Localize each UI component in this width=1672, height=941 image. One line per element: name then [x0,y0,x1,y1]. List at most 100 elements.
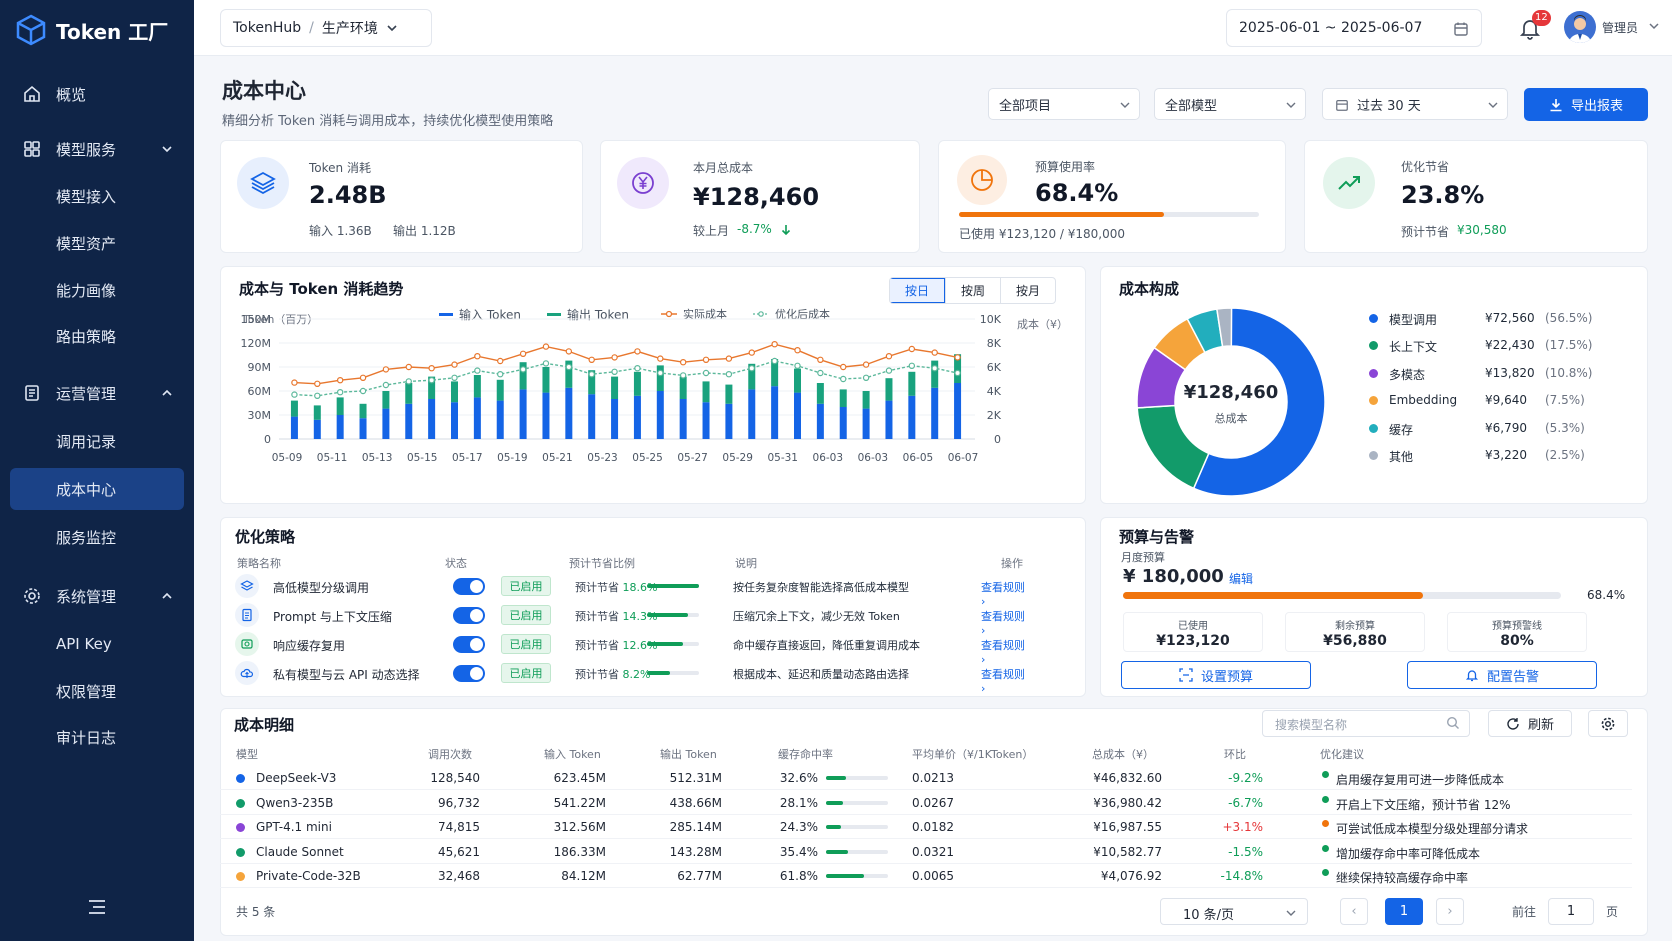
configure-alert-button[interactable]: 配置告警 [1407,661,1597,689]
strategy-toggle[interactable] [453,607,485,624]
date-range-picker[interactable]: 2025-06-01 ~ 2025-06-07 [1226,9,1482,47]
optimized-cost-point [359,387,367,395]
table-row[interactable]: DeepSeek-V3 128,540 623.45M 512.31M 32.6% 0.0… [220,766,1632,790]
sidebar-item-routing[interactable]: 路由策略 [10,315,184,357]
composition-legend-item: 其他 ¥3,220 (2.5%) [1369,446,1619,466]
cell-suggest: 启用缓存复用可进一步降低成本 [1336,773,1505,787]
breadcrumb[interactable]: TokenHub / 生产环境 [220,9,432,47]
table-settings-button[interactable] [1588,710,1628,737]
table-row[interactable]: Claude Sonnet 45,621 186.33M 143.28M 35.4% 0.… [220,840,1632,864]
sidebar-item-audit-log[interactable]: 审计日志 [10,716,184,758]
environment-selector[interactable]: 生产环境 [321,21,378,37]
sidebar-item-permissions[interactable]: 权限管理 [10,670,184,712]
view-rules-link[interactable]: 查看规则 › [981,639,1025,666]
brand[interactable]: Token 工厂 [16,12,168,48]
user-name[interactable]: 管理员 [1602,21,1639,35]
sidebar-item-label: 运营管理 [56,384,117,403]
cell-hit: 28.1% [779,795,818,810]
output-token-bar [290,400,298,417]
page-size-select[interactable]: 10 条/页 [1160,898,1308,925]
remaining-budget-box: 剩余预算 ¥56,880 [1285,612,1425,652]
view-rules-label: 查看规则 [981,668,1025,681]
sidebar-item-capability[interactable]: 能力画像 [10,269,184,311]
donut-slice[interactable] [1216,307,1233,348]
kpi-saving-card: 优化节省 23.8% 预计节省 ¥30,580 [1304,140,1648,253]
next-page-button[interactable]: › [1436,898,1464,925]
export-report-button[interactable]: 导出报表 [1524,88,1648,121]
table-row[interactable]: Qwen3-235B 96,732 541.22M 438.66M 28.1% 0.026… [220,791,1632,815]
remaining-budget-value: ¥56,880 [1323,633,1387,649]
sidebar-item-overview[interactable]: 概览 [10,73,184,115]
total-count: 共 5 条 [236,905,276,919]
output-token-bar [725,384,733,404]
sidebar-item-monitoring[interactable]: 服务监控 [10,516,184,558]
sidebar-item-label: 系统管理 [56,587,117,606]
tab-monthly[interactable]: 按月 [1000,278,1055,303]
chevron-up-icon [162,592,172,599]
cell-price: 0.0213 [912,771,954,785]
breadcrumb-root[interactable]: TokenHub [233,20,302,36]
sidebar-item-call-records[interactable]: 调用记录 [10,420,184,462]
current-page[interactable]: 1 [1385,898,1423,925]
sidebar-item-system[interactable]: 系统管理 [10,575,184,617]
notification-badge: 12 [1532,10,1551,26]
model-filter[interactable]: 全部模型 [1154,88,1306,120]
legend-dot [1369,424,1378,433]
set-budget-button[interactable]: 设置预算 [1121,661,1311,689]
sidebar-item-model-assets[interactable]: 模型资产 [10,222,184,264]
prev-page-button[interactable]: ‹ [1340,898,1368,925]
view-rules-link[interactable]: 查看规则 › [981,668,1025,695]
collapse-sidebar-icon[interactable] [86,896,108,918]
avatar[interactable] [1564,11,1596,43]
cell-out: 285.14M [669,820,722,835]
output-token-bar [496,379,504,401]
chevron-down-icon[interactable] [1648,20,1660,32]
bell-icon [1465,670,1479,682]
x-tick-label: 06-05 [903,452,934,464]
period-filter[interactable]: 过去 30 天 [1322,88,1508,120]
x-tick-label: 06-03 [813,452,844,464]
view-rules-link[interactable]: 查看规则 › [981,610,1025,637]
cell-out: 143.28M [669,844,722,859]
output-token-bar [771,359,779,387]
project-filter[interactable]: 全部项目 [988,88,1140,120]
sidebar-item-model-service[interactable]: 模型服务 [10,128,184,170]
donut-slice[interactable] [1192,307,1326,497]
table-row[interactable]: GPT-4.1 mini 74,815 312.56M 285.14M 24.3% 0.0… [220,815,1632,840]
refresh-button[interactable]: 刷新 [1488,710,1572,737]
date-range-value: 2025-06-01 ~ 2025-06-07 [1239,20,1423,36]
x-tick-label: 05-15 [407,452,438,464]
column-header: 总成本（¥） [1092,748,1154,761]
strategy-toggle[interactable] [453,578,485,595]
sidebar-item-api-key[interactable]: API Key [10,623,184,665]
strategy-toggle[interactable] [453,665,485,682]
actual-cost-point [314,380,321,388]
legend-pct: (10.8%) [1545,366,1593,380]
optimized-cost-point [771,357,778,365]
sidebar-item-operations[interactable]: 运营管理 [10,372,184,414]
input-token-bar [313,419,321,439]
sidebar-item-model-access[interactable]: 模型接入 [10,175,184,217]
actual-cost-point [748,349,755,356]
edit-budget-link[interactable]: 编辑 [1229,572,1254,586]
view-toggle[interactable]: 按日 按周 按月 [889,277,1056,304]
table-row[interactable]: Private-Code-32B 32,468 84.12M 62.77M 61.8% 0… [220,864,1632,889]
cell-mom: -14.8% [1220,869,1263,884]
topbar: TokenHub / 生产环境 2025-06-01 ~ 2025-06-07 … [194,0,1672,56]
tab-daily[interactable]: 按日 [890,278,945,303]
input-token-bar [336,415,344,439]
model-search-input[interactable]: 搜索模型名称 [1262,710,1470,737]
saving-bar-fill [647,642,684,646]
sidebar-item-cost-center[interactable]: 成本中心 [10,468,184,510]
input-token-bar [725,403,733,439]
view-rules-link[interactable]: 查看规则 › [981,581,1025,608]
strategy-toggle[interactable] [453,636,485,653]
tab-weekly[interactable]: 按周 [945,278,1000,303]
strategies-card: 优化策略 策略名称 状态 预计节省比例 说明 操作 高低模型分级调用 已启用 预… [220,517,1086,697]
strategy-name: 私有模型与云 API 动态选择 [273,668,420,682]
legend-pct: (7.5%) [1545,393,1585,407]
goto-page-input[interactable]: 1 [1548,898,1594,925]
output-token-bar [679,376,687,399]
search-icon [1446,716,1459,729]
sidebar-item-label: API Key [56,635,112,653]
